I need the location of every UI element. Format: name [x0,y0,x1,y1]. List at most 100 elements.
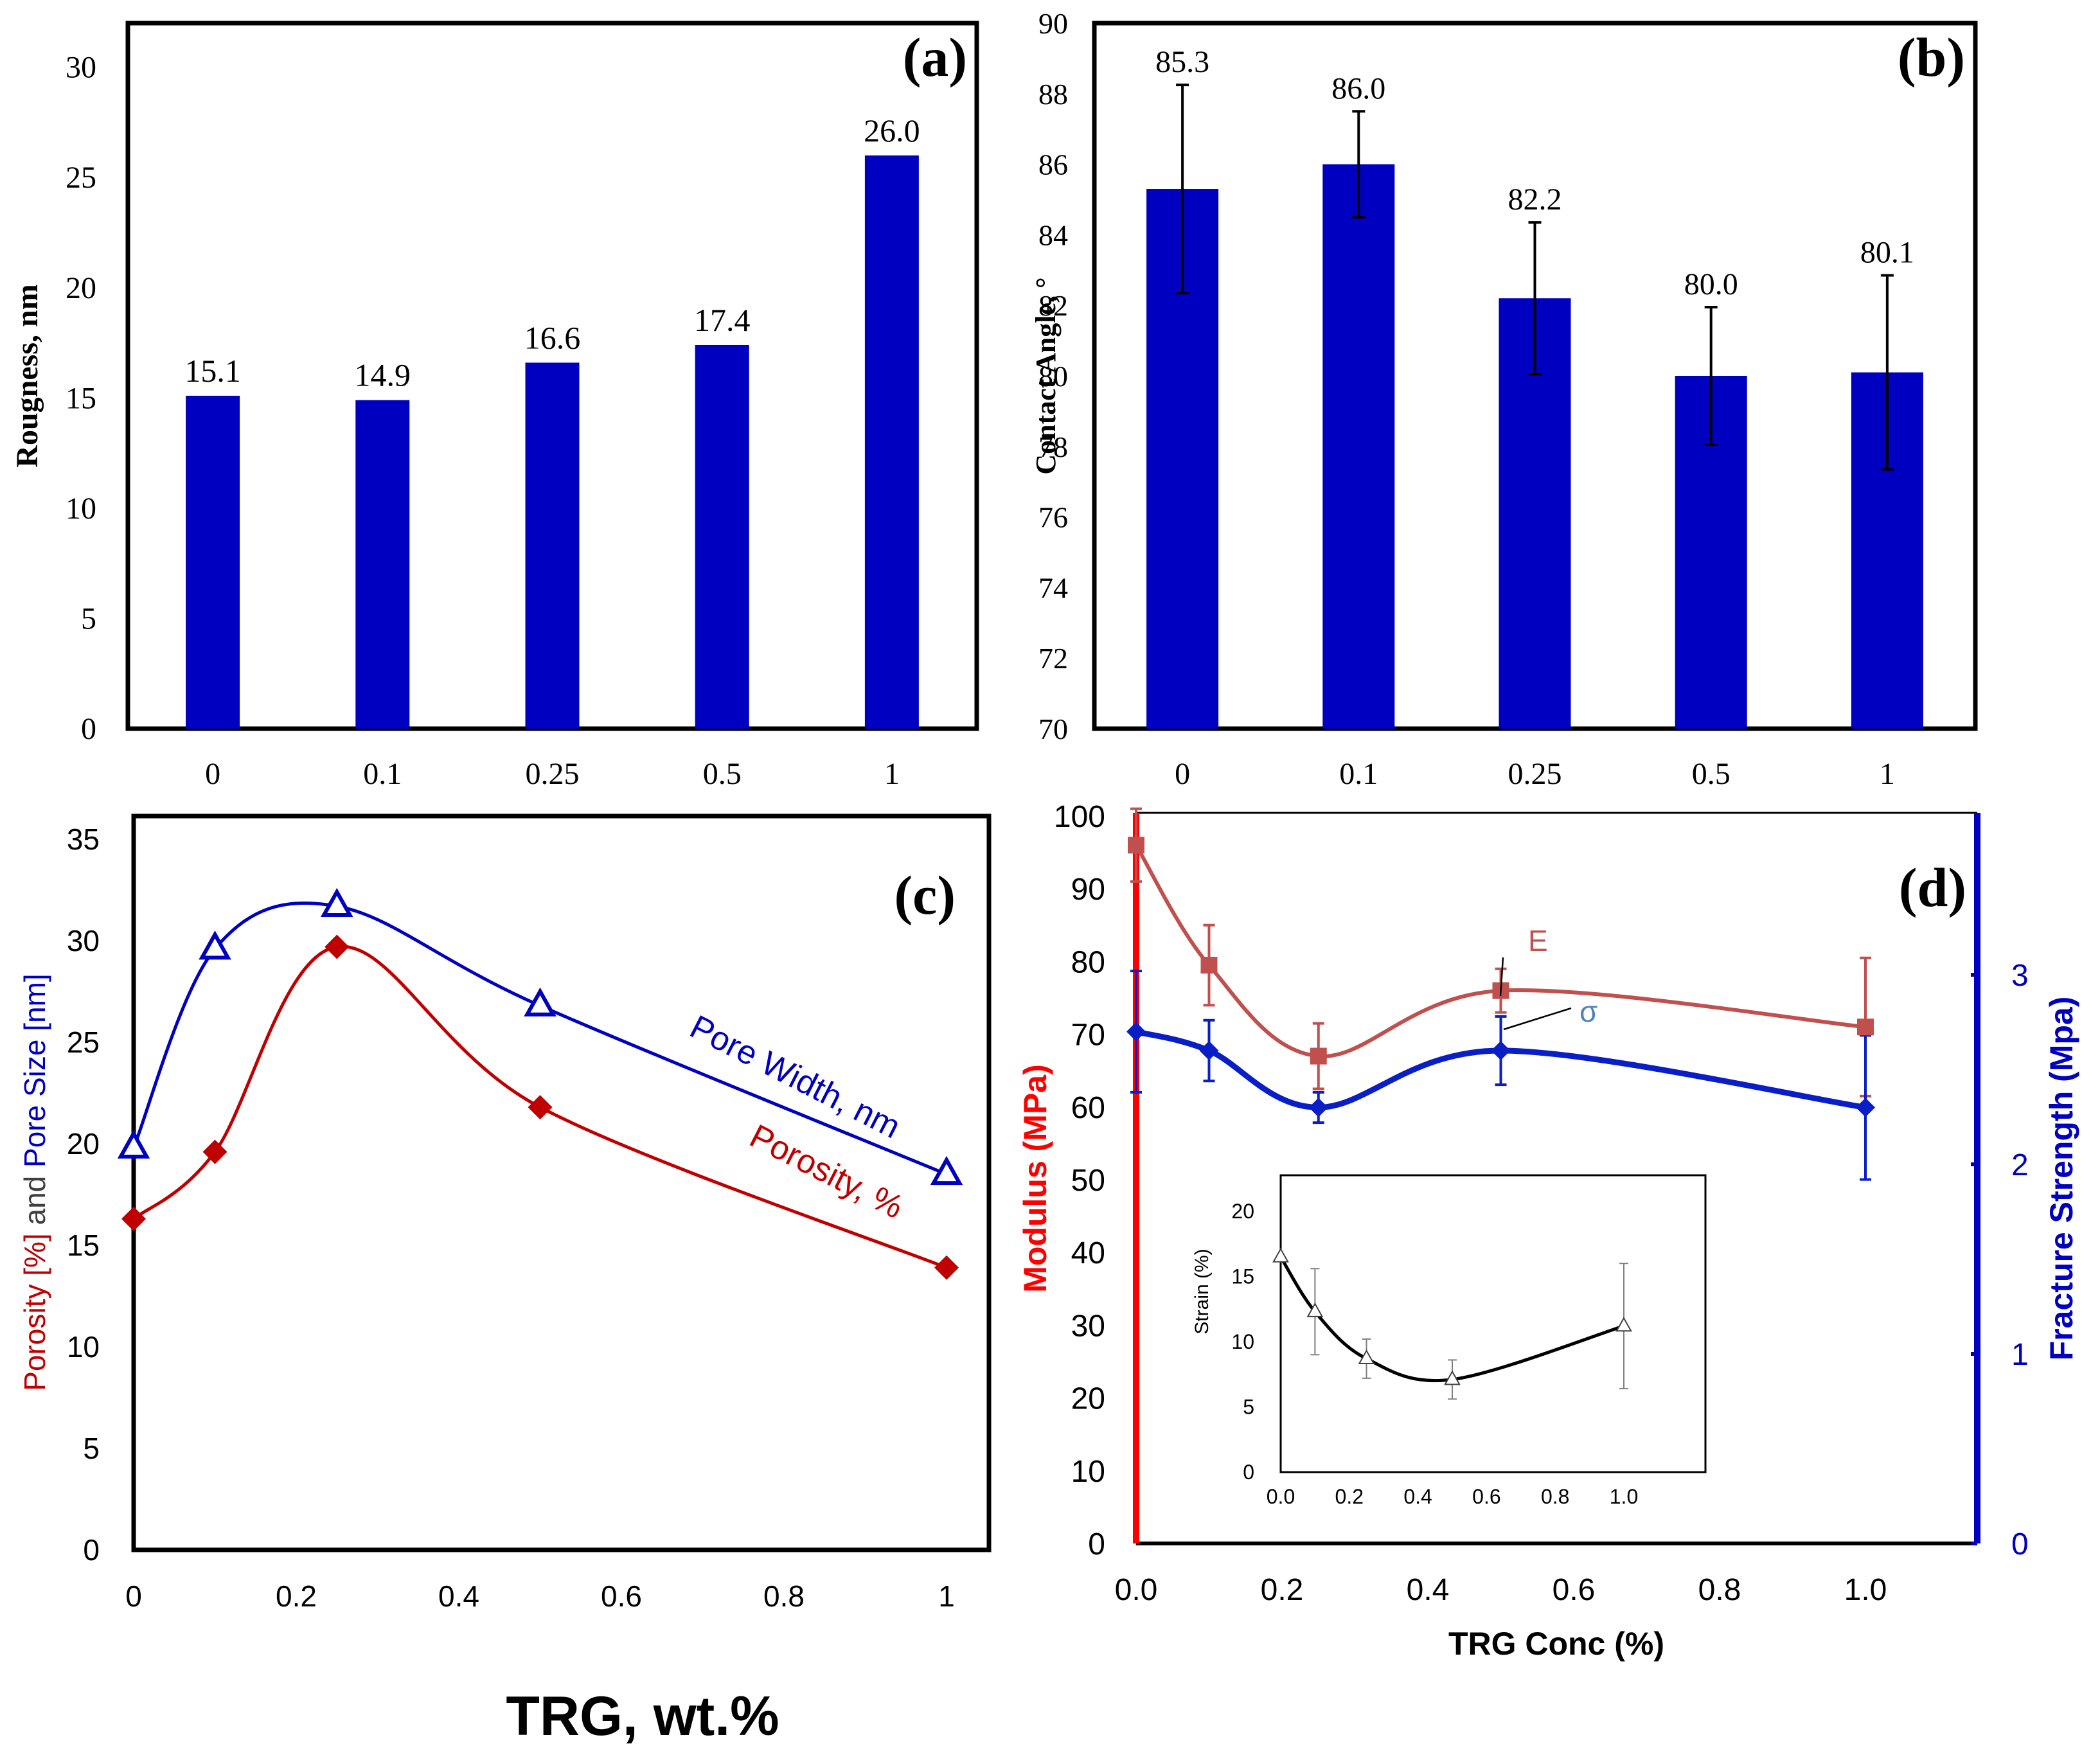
inset-x-tick-label: 0.2 [1335,1485,1364,1508]
square-marker [1310,1047,1327,1065]
x-tick-label: 1 [938,1579,955,1613]
triangle-marker [117,1129,150,1159]
panel-d-left-ticks: 0 10 20 30 40 50 60 70 80 90 100 [1054,800,1105,1561]
x-tick-label: 0.6 [601,1579,642,1613]
left-tick-label: 30 [1071,1309,1105,1343]
left-tick-label: 10 [1071,1455,1105,1489]
triangle-marker [524,987,556,1017]
left-tick-label: 90 [1071,873,1105,907]
diamond-marker [202,1139,227,1164]
panel-d-right-ticks: 0 1 2 3 [1971,959,2029,1561]
x-tick-label: 0.6 [1553,1573,1596,1607]
panel-c-y-axis-title-and: and [18,1168,51,1233]
y-tick-label: 5 [83,1432,100,1465]
bar-data-label: 16.6 [524,319,581,355]
y-tick-label: 90 [1038,7,1068,40]
y-tick-label: 25 [67,1026,100,1059]
panel-c-frame [131,813,992,1552]
x-tick-label: 1.0 [1844,1573,1887,1607]
square-marker [1128,837,1144,854]
panel-a-roughness-chart: (a) Rougness, nm 0 5 10 15 20 25 30 0 0.1 0.25 0.… [10,21,979,791]
bar [525,362,580,729]
y-tick-label: 80 [1038,360,1068,393]
left-tick-label: 50 [1071,1164,1105,1198]
inset-y-tick-label: 0 [1243,1461,1254,1484]
panel-a-data-labels: 15.1 14.9 16.6 17.4 26.0 [184,112,920,393]
y-tick-label: 72 [1038,642,1068,675]
panel-d-fracture-markers [1126,1022,1875,1117]
inset-x-tick-label: 0.0 [1267,1485,1295,1508]
panel-b-y-axis-title: Contact Angle, ° [1030,277,1062,474]
panel-c-porosity-chart: (c) Porosity [%] and Pore Size [nm] 0510… [18,813,992,1613]
y-tick-label: 82 [1038,289,1068,322]
x-tick-label: 0.2 [1261,1573,1304,1607]
y-tick-label: 88 [1038,78,1068,111]
triangle-marker [320,887,353,917]
panel-d-right-axis-title: Fracture Strength (Mpa) [2043,997,2079,1361]
diamond-marker [121,1206,146,1231]
panel-c-label: (c) [894,864,956,926]
bar-data-label: 26.0 [864,112,920,148]
panel-c-y-axis-title-pore-size: Pore Size [nm] [18,973,51,1168]
x-tick-label: 0.5 [1692,757,1731,791]
panel-a-bars [186,155,919,729]
x-tick-label: 0.25 [526,757,580,791]
panel-c-pore-width-label: Pore Width, nm [684,1008,907,1146]
panel-c-porosity-markers [121,934,959,1280]
bar-data-label: 86.0 [1331,71,1385,105]
diamond-marker [1126,1022,1146,1042]
x-tick-label: 0.1 [363,757,402,791]
diamond-marker [1856,1098,1875,1117]
bar [1322,164,1395,729]
bar-data-label: 17.4 [694,302,751,338]
inset-triangle-marker [1358,1349,1375,1364]
panel-d-label: (d) [1899,857,1966,918]
inset-y-tick-label: 5 [1243,1396,1254,1419]
y-tick-label: 78 [1038,431,1068,463]
bar-data-label: 85.3 [1155,45,1209,79]
panel-c-y-axis-title: Porosity [%] and Pore Size [nm] [18,973,51,1391]
panel-a-x-ticks: 0 0.1 0.25 0.5 1 [205,757,900,791]
diamond-marker [528,1095,553,1120]
diamond-marker [934,1255,959,1280]
bar-data-label: 80.0 [1684,267,1738,301]
panel-d-left-axis-title: Modulus (MPa) [1017,1064,1053,1293]
panel-d-strain-inset: Strain (%) 0 5 10 15 20 0.0 0.2 0.4 0.6 0.8 1.0 [1191,1174,1707,1508]
inset-frame [1279,1174,1707,1473]
y-tick-label: 70 [1038,713,1068,745]
y-tick-label: 0 [83,1533,100,1567]
panel-c-y-axis-title-porosity: Porosity [%] [18,1233,51,1391]
x-tick-label: 0.4 [1407,1573,1450,1607]
left-tick-label: 70 [1071,1018,1105,1053]
x-tick-label: 0.0 [1115,1573,1158,1607]
panel-d-mechanical-chart: (d) Modulus (MPa) Fracture Strength (Mpa… [1017,800,2079,1662]
diamond-marker [325,934,350,959]
diamond-marker [1308,1098,1328,1117]
inset-y-tick-label: 20 [1231,1200,1254,1223]
x-tick-label: 0 [205,757,220,791]
panel-c-x-ticks: 0 0.2 0.4 0.6 0.8 1 [125,1579,955,1613]
diamond-marker [1199,1041,1219,1060]
left-tick-label: 0 [1088,1527,1105,1561]
right-tick-label: 1 [2011,1338,2029,1372]
inset-y-axis-title: Strain (%) [1191,1249,1213,1334]
panel-b-data-labels: 85.3 86.0 82.2 80.0 80.1 [1155,45,1914,301]
panel-d-e-leader [1499,957,1504,997]
right-tick-label: 2 [2011,1148,2029,1182]
inset-strain-line [1279,1256,1624,1383]
x-tick-label: 0.8 [1698,1573,1741,1607]
x-tick-label: 1 [1880,757,1895,791]
square-marker [1857,1018,1874,1036]
right-tick-label: 0 [2011,1527,2029,1561]
diamond-marker [1491,1041,1511,1060]
inset-y-tick-label: 15 [1231,1265,1254,1288]
y-tick-label: 74 [1038,571,1068,604]
y-tick-label: 10 [66,492,96,526]
panel-b-y-ticks: 70 72 74 76 78 80 82 84 86 88 90 [1038,7,1068,745]
y-tick-label: 10 [67,1330,100,1364]
panel-a-y-axis-title: Rougness, nm [10,284,44,467]
left-tick-label: 20 [1071,1382,1105,1416]
left-tick-label: 40 [1071,1236,1105,1270]
inset-x-tick-label: 0.4 [1403,1485,1432,1508]
square-marker [1200,957,1218,974]
